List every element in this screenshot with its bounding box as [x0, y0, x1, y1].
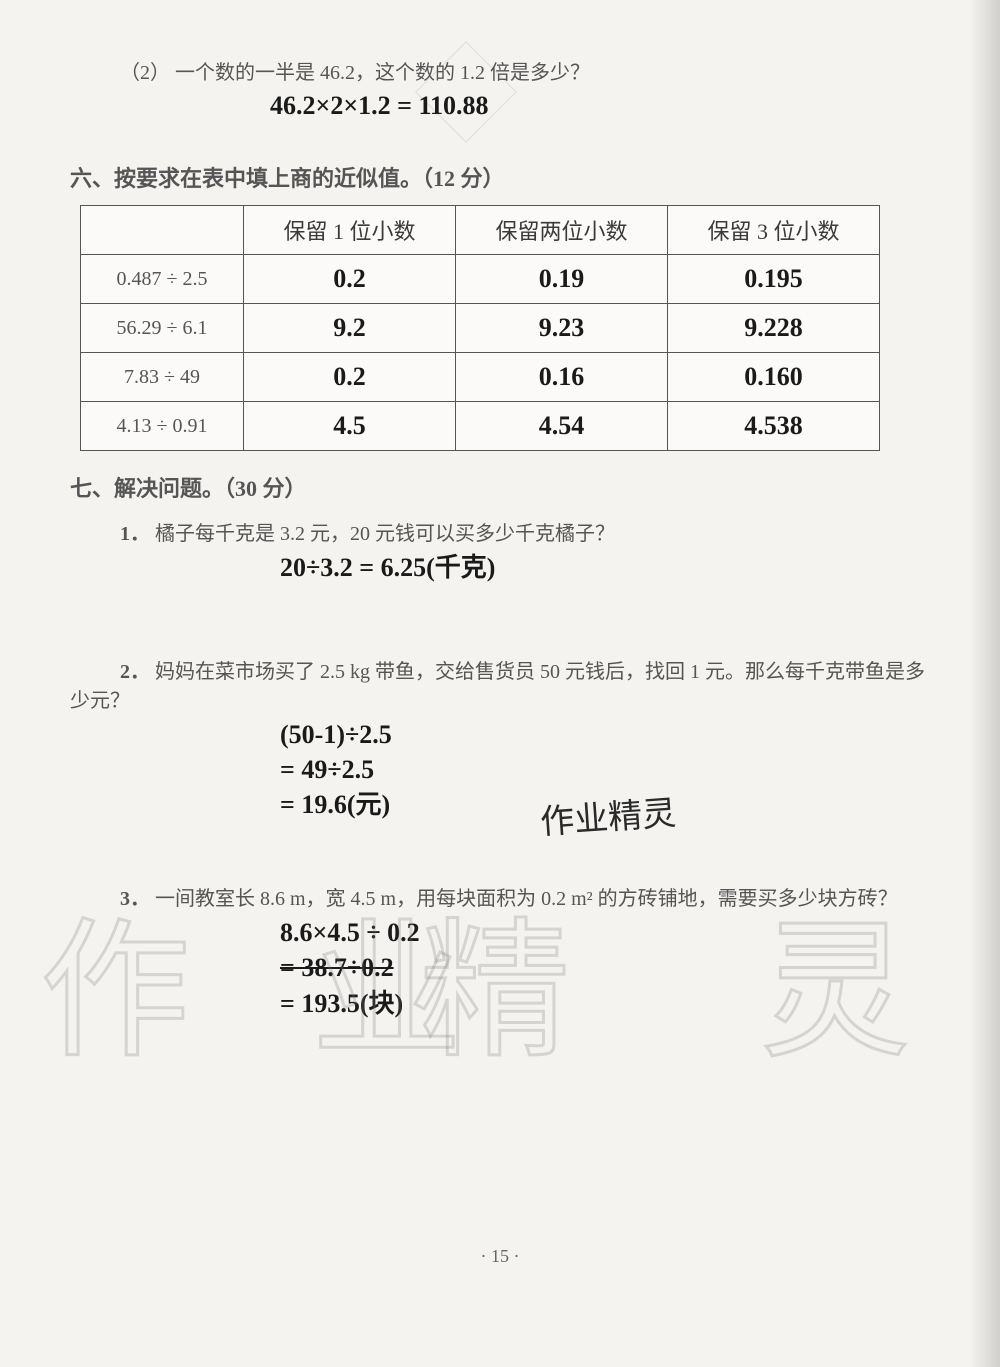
q2-work1: (50-1)÷2.5 [280, 717, 930, 752]
q1: 1． 橘子每千克是 3.2 元，20 元钱可以买多少千克橘子？ [120, 517, 930, 546]
q2-work2: = 49÷2.5 [280, 752, 930, 787]
problem-2-text: 一个数的一半是 46.2，这个数的 1.2 倍是多少？ [175, 62, 590, 84]
section-6-title: 六、按要求在表中填上商的近似值。（12 分） [70, 161, 930, 193]
val-cell: 9.228 [668, 304, 880, 353]
expr-cell: 0.487 ÷ 2.5 [81, 255, 244, 304]
q2: 2． 妈妈在菜市场买了 2.5 kg 带鱼，交给售货员 50 元钱后，找回 1 … [70, 655, 930, 713]
val-cell: 0.2 [244, 353, 456, 402]
q3-work3: = 193.5(块) [280, 986, 930, 1021]
section-7-title: 七、解决问题。（30 分） [70, 471, 930, 503]
val-cell: 9.2 [244, 304, 456, 353]
table-row: 56.29 ÷ 6.1 9.2 9.23 9.228 [81, 304, 880, 353]
val-cell: 0.195 [668, 255, 880, 304]
val-cell: 0.2 [244, 255, 456, 304]
problem-2-number: （2） [120, 62, 170, 84]
approx-table: 保留 1 位小数 保留两位小数 保留 3 位小数 0.487 ÷ 2.5 0.2… [80, 205, 880, 451]
problem-2-work: 46.2×2×1.2 = 110.88 [270, 91, 930, 121]
q2-label: 2． [120, 661, 150, 683]
q3-work1: 8.6×4.5 ÷ 0.2 [280, 915, 930, 950]
expr-cell: 56.29 ÷ 6.1 [81, 304, 244, 353]
table-row: 4.13 ÷ 0.91 4.5 4.54 4.538 [81, 402, 880, 451]
val-cell: 4.538 [668, 402, 880, 451]
approx-th-1dp: 保留 1 位小数 [244, 206, 456, 255]
q2-text: 妈妈在菜市场买了 2.5 kg 带鱼，交给售货员 50 元钱后，找回 1 元。那… [70, 661, 925, 712]
val-cell: 0.19 [456, 255, 668, 304]
q1-text: 橘子每千克是 3.2 元，20 元钱可以买多少千克橘子？ [155, 523, 615, 545]
expr-cell: 4.13 ÷ 0.91 [81, 402, 244, 451]
approx-th-blank [81, 206, 244, 255]
q1-label: 1． [120, 523, 150, 545]
table-row: 0.487 ÷ 2.5 0.2 0.19 0.195 [81, 255, 880, 304]
q1-work: 20÷3.2 = 6.25(千克) [280, 550, 930, 585]
approx-th-3dp: 保留 3 位小数 [668, 206, 880, 255]
table-row: 7.83 ÷ 49 0.2 0.16 0.160 [81, 353, 880, 402]
worksheet-page: （2） 一个数的一半是 46.2，这个数的 1.2 倍是多少？ 46.2×2×1… [70, 50, 930, 1021]
q3-label: 3． [120, 888, 150, 910]
expr-cell: 7.83 ÷ 49 [81, 353, 244, 402]
val-cell: 4.54 [456, 402, 668, 451]
val-cell: 0.160 [668, 353, 880, 402]
approx-th-2dp: 保留两位小数 [456, 206, 668, 255]
problem-2: （2） 一个数的一半是 46.2，这个数的 1.2 倍是多少？ [120, 56, 930, 85]
q3-work2: = 38.7÷0.2 [280, 950, 930, 985]
page-number: · 15 · [0, 1246, 1000, 1267]
stamp-zuoyejingling: 作业精灵 [538, 785, 677, 843]
val-cell: 0.16 [456, 353, 668, 402]
q3-work2-text: = 38.7÷0.2 [280, 953, 394, 982]
val-cell: 9.23 [456, 304, 668, 353]
q3: 3． 一间教室长 8.6 m，宽 4.5 m，用每块面积为 0.2 m² 的方砖… [70, 882, 930, 911]
approx-table-header-row: 保留 1 位小数 保留两位小数 保留 3 位小数 [81, 206, 880, 255]
val-cell: 4.5 [244, 402, 456, 451]
q3-text: 一间教室长 8.6 m，宽 4.5 m，用每块面积为 0.2 m² 的方砖铺地，… [155, 888, 898, 910]
page-edge-shadow [970, 0, 1000, 1367]
